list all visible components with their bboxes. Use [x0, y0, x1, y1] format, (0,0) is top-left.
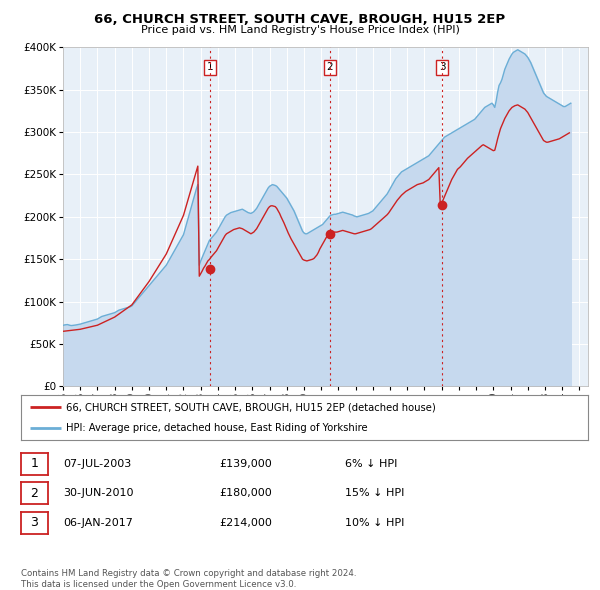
Text: 2: 2: [326, 63, 333, 73]
Text: 1: 1: [206, 63, 213, 73]
Text: £214,000: £214,000: [219, 518, 272, 527]
Text: Price paid vs. HM Land Registry's House Price Index (HPI): Price paid vs. HM Land Registry's House …: [140, 25, 460, 35]
Text: 10% ↓ HPI: 10% ↓ HPI: [345, 518, 404, 527]
Text: £139,000: £139,000: [219, 459, 272, 468]
Text: 2: 2: [31, 487, 38, 500]
Text: 3: 3: [439, 63, 445, 73]
Text: 66, CHURCH STREET, SOUTH CAVE, BROUGH, HU15 2EP: 66, CHURCH STREET, SOUTH CAVE, BROUGH, H…: [94, 13, 506, 26]
Text: HPI: Average price, detached house, East Riding of Yorkshire: HPI: Average price, detached house, East…: [67, 422, 368, 432]
Text: 6% ↓ HPI: 6% ↓ HPI: [345, 459, 397, 468]
Text: Contains HM Land Registry data © Crown copyright and database right 2024.
This d: Contains HM Land Registry data © Crown c…: [21, 569, 356, 589]
Text: £180,000: £180,000: [219, 489, 272, 498]
Text: 15% ↓ HPI: 15% ↓ HPI: [345, 489, 404, 498]
Text: 06-JAN-2017: 06-JAN-2017: [63, 518, 133, 527]
Text: 3: 3: [31, 516, 38, 529]
Text: 1: 1: [31, 457, 38, 470]
Text: 66, CHURCH STREET, SOUTH CAVE, BROUGH, HU15 2EP (detached house): 66, CHURCH STREET, SOUTH CAVE, BROUGH, H…: [67, 402, 436, 412]
Text: 07-JUL-2003: 07-JUL-2003: [63, 459, 131, 468]
Text: 30-JUN-2010: 30-JUN-2010: [63, 489, 133, 498]
